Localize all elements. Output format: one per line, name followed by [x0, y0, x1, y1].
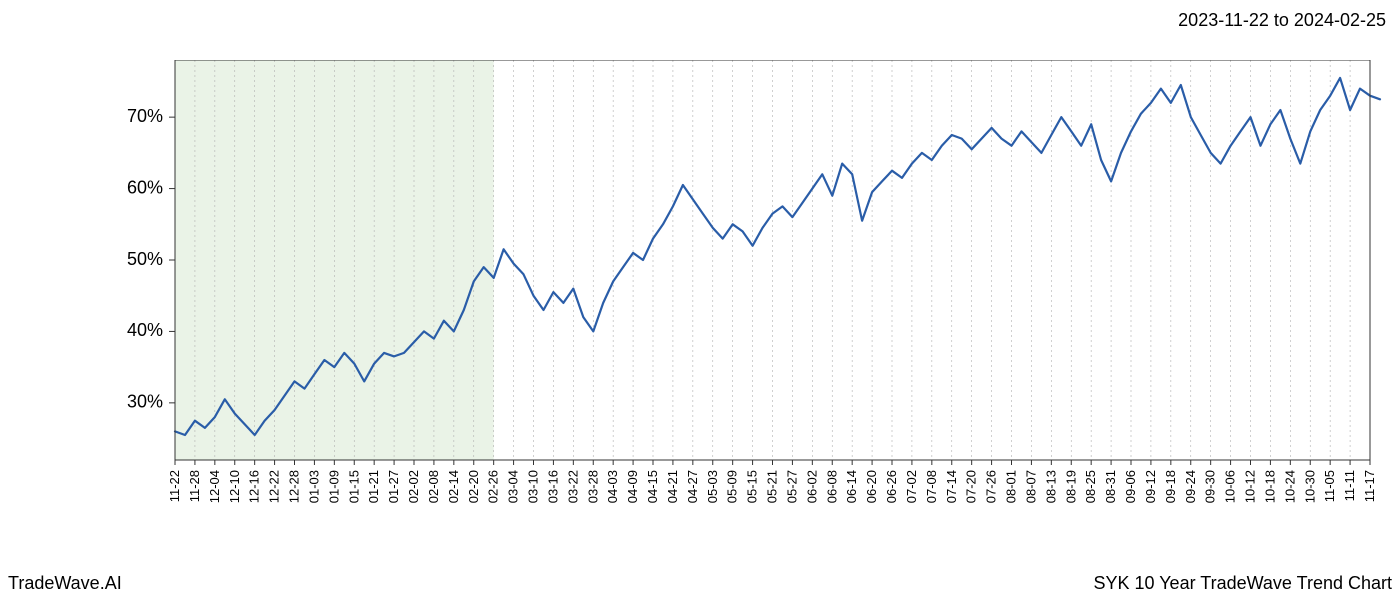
x-tick-label: 06-02: [804, 470, 819, 503]
x-tick-label: 05-27: [784, 470, 799, 503]
x-tick-label: 03-16: [545, 470, 560, 503]
x-tick-label: 05-15: [745, 470, 760, 503]
x-tick-label: 02-02: [406, 470, 421, 503]
x-tick-label: 01-21: [366, 470, 381, 503]
y-tick-label: 50%: [127, 249, 163, 269]
x-tick-label: 06-14: [844, 470, 859, 503]
x-tick-label: 07-20: [964, 470, 979, 503]
x-tick-label: 12-10: [227, 470, 242, 503]
x-tick-label: 07-14: [944, 470, 959, 503]
x-tick-label: 11-05: [1322, 470, 1337, 502]
x-tick-label: 02-14: [446, 470, 461, 503]
x-tick-label: 12-04: [207, 470, 222, 503]
x-tick-label: 05-03: [705, 470, 720, 503]
x-tick-label: 07-26: [984, 470, 999, 503]
x-tick-label: 04-03: [605, 470, 620, 503]
x-tick-label: 08-07: [1023, 470, 1038, 503]
x-tick-label: 10-12: [1243, 470, 1258, 503]
y-tick-label: 40%: [127, 320, 163, 340]
x-tick-label: 11-22: [167, 470, 182, 502]
y-tick-label: 30%: [127, 392, 163, 412]
trend-chart: 30% 40% 50% 60% 70% 11-22 11-28 12-04 12-10 12-16…: [0, 60, 1400, 540]
y-tick-label: 70%: [127, 106, 163, 126]
chart-title: SYK 10 Year TradeWave Trend Chart: [1093, 573, 1392, 594]
brand-label: TradeWave.AI: [8, 573, 122, 594]
x-tick-label: 02-20: [466, 470, 481, 503]
x-tick-label: 12-22: [267, 470, 282, 503]
x-tick-label: 09-30: [1203, 470, 1218, 503]
x-tick-label: 08-31: [1103, 470, 1118, 503]
x-tick-label: 02-08: [426, 470, 441, 503]
x-tick-label: 10-24: [1282, 470, 1297, 503]
x-tick-label: 04-21: [665, 470, 680, 503]
x-tick-label: 11-28: [187, 470, 202, 502]
x-tick-label: 12-28: [287, 470, 302, 503]
x-tick-label: 06-08: [824, 470, 839, 503]
x-tick-label: 08-13: [1043, 470, 1058, 503]
x-tick-label: 10-06: [1223, 470, 1238, 503]
y-tick-label: 60%: [127, 177, 163, 197]
x-tick-label: 08-01: [1004, 470, 1019, 503]
x-tick-label: 01-09: [326, 470, 341, 503]
x-tick-label: 03-28: [585, 470, 600, 503]
chart-svg: 30% 40% 50% 60% 70% 11-22 11-28 12-04 12-10 12-16…: [0, 60, 1400, 540]
x-tick-label: 08-25: [1083, 470, 1098, 503]
date-range-label: 2023-11-22 to 2024-02-25: [1178, 10, 1386, 31]
x-tick-label: 07-02: [904, 470, 919, 503]
x-tick-label: 03-10: [526, 470, 541, 503]
x-tick-label: 09-06: [1123, 470, 1138, 503]
x-tick-label: 09-12: [1143, 470, 1158, 503]
x-tick-label: 02-26: [486, 470, 501, 503]
x-tick-label: 10-30: [1302, 470, 1317, 503]
x-tick-label: 09-24: [1183, 470, 1198, 503]
x-tick-label: 07-08: [924, 470, 939, 503]
x-tick-label: 03-22: [565, 470, 580, 503]
x-tick-label: 05-09: [725, 470, 740, 503]
x-tick-label: 08-19: [1063, 470, 1078, 503]
x-tick-label: 06-20: [864, 470, 879, 503]
x-tick-label: 10-18: [1262, 470, 1277, 503]
x-tick-label: 01-27: [386, 470, 401, 503]
x-tick-label: 03-04: [506, 470, 521, 503]
x-tick-label: 11-11: [1342, 470, 1357, 501]
x-tick-label: 12-16: [247, 470, 262, 503]
x-tick-label: 09-18: [1163, 470, 1178, 503]
x-tick-label: 04-27: [685, 470, 700, 503]
x-tick-label: 04-09: [625, 470, 640, 503]
x-tick-label: 05-21: [765, 470, 780, 503]
x-tick-label: 11-17: [1362, 470, 1377, 502]
x-tick-label: 06-26: [884, 470, 899, 503]
x-tick-label: 01-15: [346, 470, 361, 503]
x-tick-label: 01-03: [306, 470, 321, 503]
x-tick-label: 04-15: [645, 470, 660, 503]
